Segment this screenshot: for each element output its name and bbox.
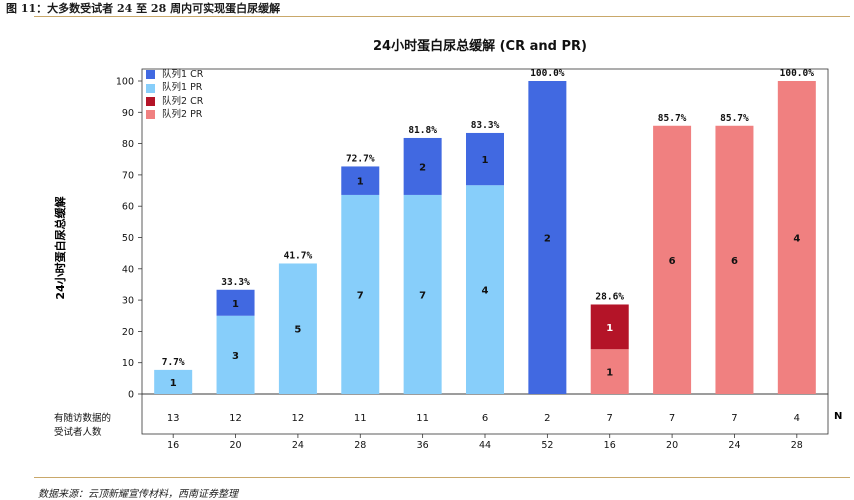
x-tick-label: 16 (167, 440, 179, 451)
bar-total-label: 33.3% (221, 277, 250, 288)
n-value: 7 (669, 413, 675, 424)
x-tick-label: 20 (229, 440, 241, 451)
x-tick-label: 28 (791, 440, 803, 451)
bar-total-label: 85.7% (720, 113, 749, 124)
y-tick-label: 10 (122, 358, 134, 369)
y-tick-label: 90 (122, 108, 134, 119)
bar-pr-count: 6 (669, 256, 676, 267)
bar-pr (466, 185, 504, 394)
legend-item-cohort2-pr: 队列2 PR (146, 108, 203, 121)
bar-pr (216, 315, 255, 394)
bar-cr-count: 1 (606, 323, 613, 334)
n-row-label-text: 有随访数据的 受试者人数 (54, 413, 112, 438)
bar-pr-count: 6 (731, 256, 738, 267)
legend-item-cohort1-pr: 队列1 PR (146, 81, 203, 94)
bar-pr-count: 3 (232, 351, 239, 362)
bar-cr-count: 1 (482, 155, 489, 166)
bar-total-label: 100.0% (780, 68, 815, 79)
bar-cr-count: 2 (419, 162, 426, 173)
n-value: 12 (292, 413, 305, 424)
x-tick-label: 36 (417, 440, 429, 451)
bar-pr (777, 81, 816, 394)
legend-item-cohort2-cr: 队列2 CR (146, 95, 203, 108)
x-tick-label: 16 (604, 440, 616, 451)
legend-label-cohort1-pr: 队列1 PR (162, 82, 203, 94)
bottom-rule (34, 477, 850, 478)
bar-total-label: 28.6% (595, 291, 624, 302)
bar-pr (278, 263, 317, 394)
bar-cr (528, 81, 567, 394)
n-axis-label: N (834, 411, 843, 422)
bar-cr (341, 166, 380, 195)
y-tick-label: 40 (122, 264, 134, 275)
y-tick-label: 80 (122, 139, 134, 150)
n-value: 7 (607, 413, 613, 424)
bar-total-label: 81.8% (408, 125, 437, 136)
bar-cr (590, 304, 629, 350)
x-tick-label: 28 (354, 440, 366, 451)
y-tick-label: 50 (122, 233, 134, 244)
bar-total-label: 100.0% (530, 68, 565, 79)
bar-pr-count: 7 (357, 290, 364, 301)
source-note: 数据来源：云顶新耀宣传材料，西南证券整理 (38, 489, 238, 500)
bar-total-label: 83.3% (471, 120, 500, 131)
bar-cr-count: 2 (544, 234, 551, 245)
y-tick-label: 30 (122, 296, 134, 307)
bar-cr (216, 289, 255, 316)
bar-pr-count: 5 (294, 325, 301, 336)
x-tick-label: 20 (666, 440, 678, 451)
bar-pr (403, 194, 442, 394)
x-tick-label: 52 (541, 440, 553, 451)
y-tick-label: 60 (122, 202, 134, 213)
y-tick-label: 70 (122, 170, 134, 181)
legend-label-cohort2-pr: 队列2 PR (162, 109, 203, 121)
top-rule (34, 16, 850, 17)
bar-pr (590, 349, 629, 394)
n-value: 12 (229, 413, 242, 424)
bar-cr-count: 1 (357, 177, 364, 188)
bar-pr (715, 125, 754, 394)
legend-item-cohort1-cr: 队列1 CR (146, 68, 203, 81)
bar-cr (466, 132, 504, 186)
n-value: 4 (794, 413, 800, 424)
bar-total-label: 72.7% (346, 153, 375, 164)
y-tick-label: 20 (122, 327, 134, 338)
bar-pr-count: 4 (793, 234, 800, 245)
x-tick-label: 24 (728, 440, 740, 451)
legend-swatch-cohort2-cr (146, 96, 155, 106)
bar-pr (341, 194, 380, 394)
n-row-label: 有随访数据的 受试者人数 (54, 412, 111, 440)
bar-pr (653, 125, 692, 394)
bar-cr-count: 1 (232, 299, 239, 310)
legend-swatch-cohort2-pr (146, 110, 155, 120)
legend-swatch-cohort1-cr (146, 70, 155, 80)
legend-label-cohort1-cr: 队列1 CR (162, 69, 204, 80)
legend: 队列1 CR 队列1 PR 队列2 CR 队列2 PR (146, 68, 203, 122)
bar-total-label: 41.7% (284, 250, 313, 261)
figure-caption: 图 11：大多数受试者 24 至 28 周内可实现蛋白尿缓解 (6, 2, 281, 15)
legend-label-cohort2-cr: 队列2 CR (162, 95, 204, 107)
bar-pr (154, 369, 193, 394)
chart-title: 24小时蛋白尿总缓解 (CR and PR) (373, 39, 587, 54)
x-tick-label: 44 (479, 440, 491, 451)
bar-total-label: 85.7% (658, 113, 687, 124)
n-value: 13 (167, 413, 180, 424)
y-tick-label: 0 (128, 390, 134, 401)
bar-cr (403, 137, 442, 195)
n-value: 11 (354, 413, 367, 424)
legend-swatch-cohort1-pr (146, 83, 155, 93)
n-value: 11 (416, 413, 429, 424)
n-value: 6 (482, 413, 488, 424)
bar-pr-count: 4 (482, 286, 489, 297)
y-tick-label: 100 (116, 77, 134, 88)
n-value: 7 (731, 413, 737, 424)
bar-total-label: 7.7% (162, 357, 185, 368)
x-tick-label: 24 (292, 440, 304, 451)
bar-pr-count: 1 (170, 378, 177, 389)
bar-pr-count: 1 (606, 368, 613, 379)
n-value: 2 (544, 413, 550, 424)
bar-pr-count: 7 (419, 290, 426, 301)
